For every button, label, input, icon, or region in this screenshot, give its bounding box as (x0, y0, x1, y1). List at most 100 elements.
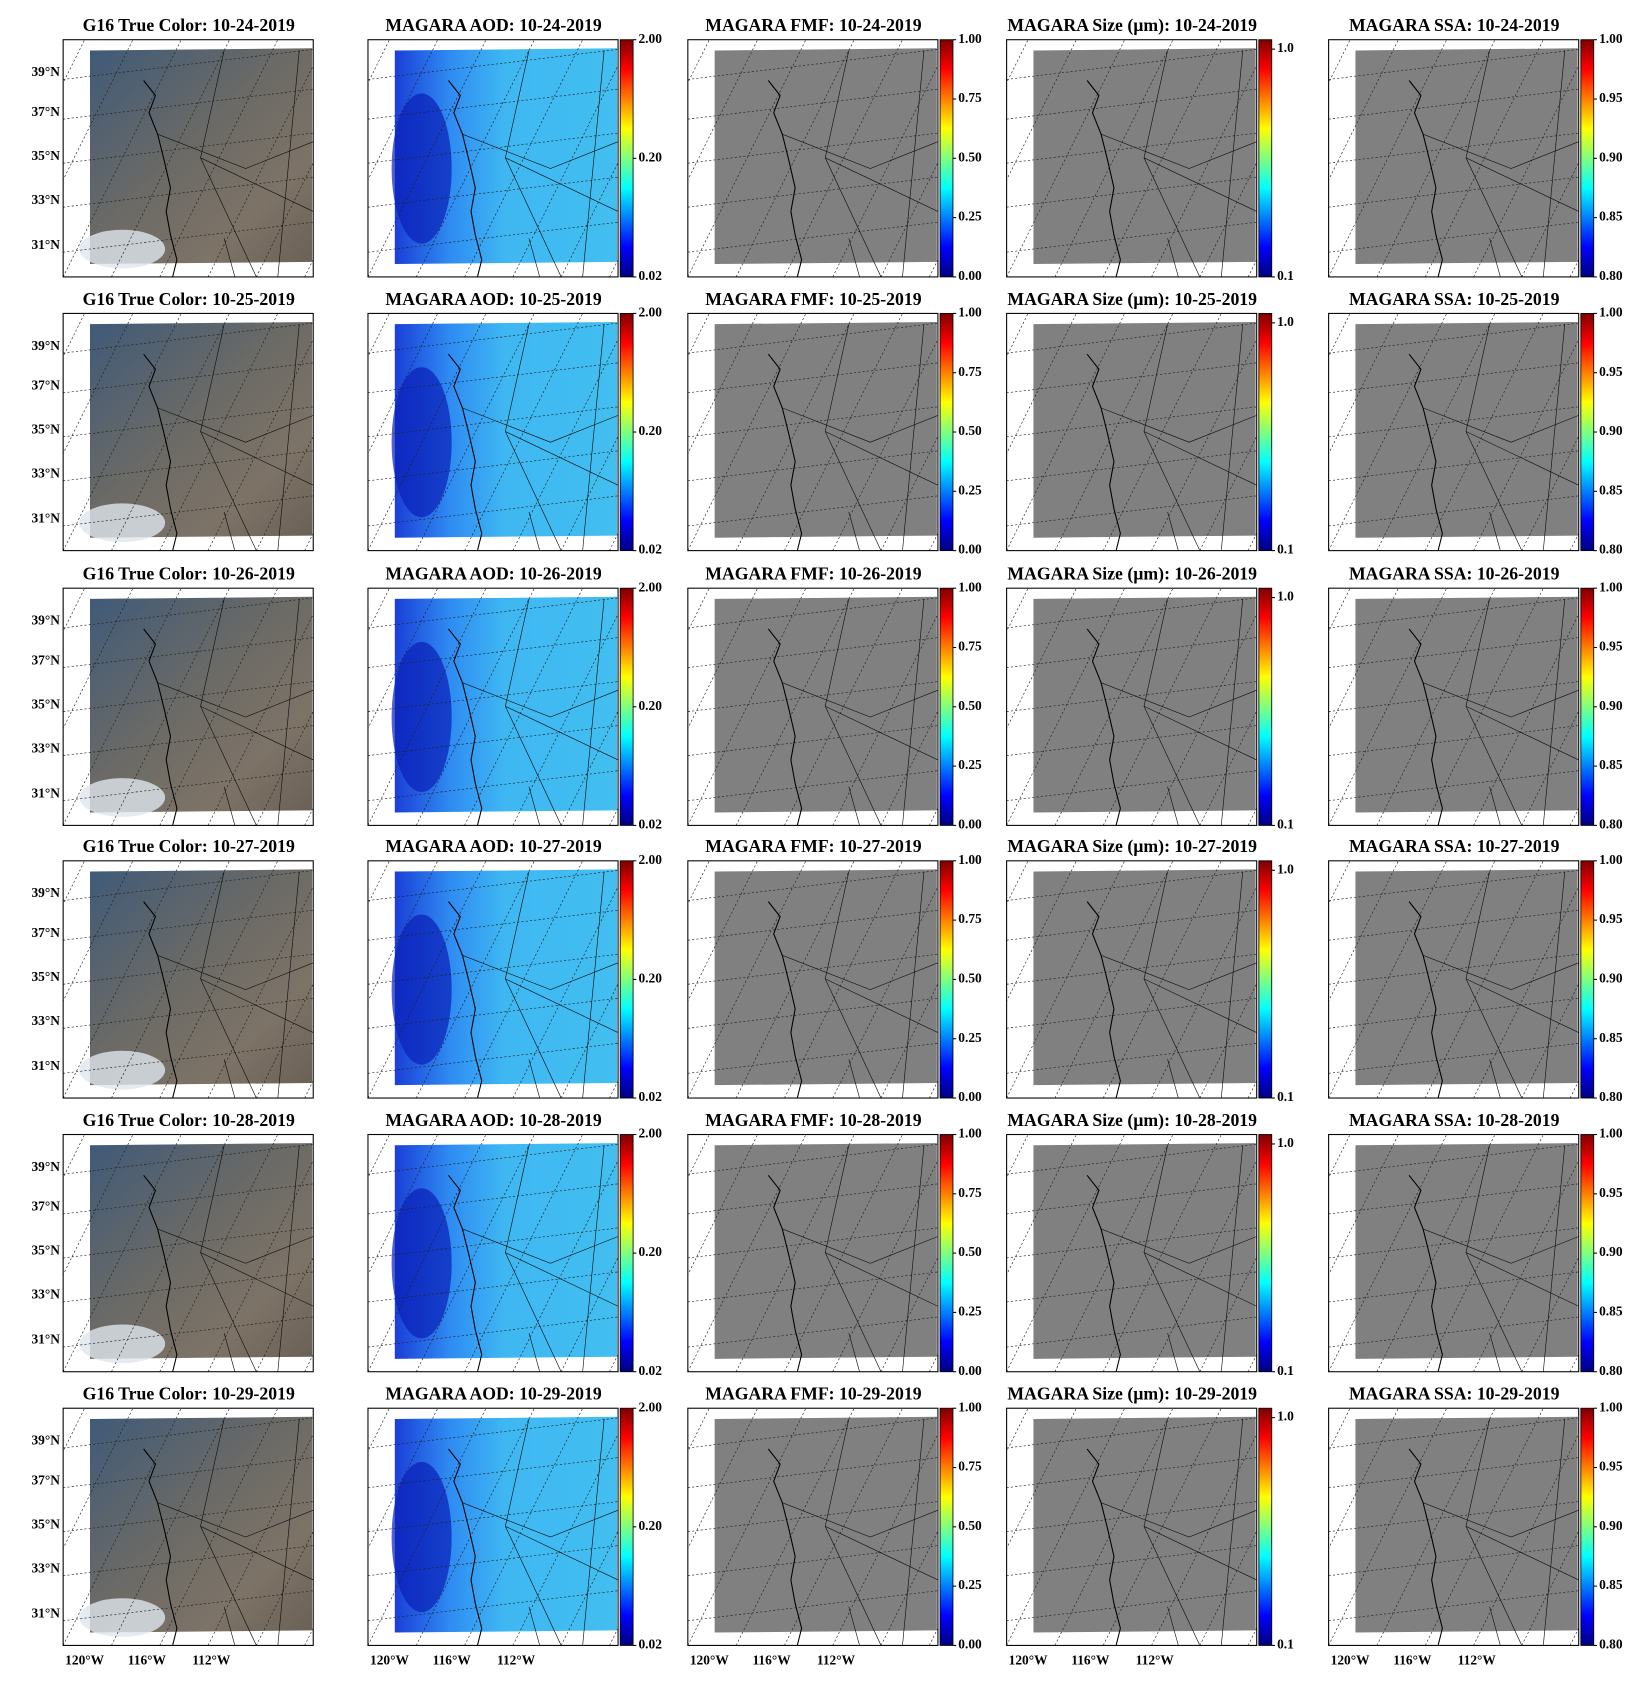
graticule-parallel (1328, 1227, 1579, 1259)
graticule-meridian (784, 588, 903, 826)
colorbar (1258, 39, 1273, 278)
state-border (782, 682, 938, 718)
state-border (528, 1606, 541, 1646)
state-border (1465, 157, 1579, 212)
graticule-meridian (880, 435, 938, 551)
graticule-parallel (63, 1042, 314, 1074)
panel-title: G16 True Color: 10-29-2019 (83, 1384, 295, 1404)
colorbar-tick-label: 0.75 (958, 1185, 982, 1200)
state-border (902, 324, 925, 551)
graticule-parallel (687, 909, 938, 941)
colorbar (1258, 1407, 1273, 1646)
state-border (1100, 954, 1257, 990)
latitude-label: 35°N (31, 969, 60, 984)
graticule-meridian (1102, 1134, 1222, 1372)
graticule-parallel (63, 770, 314, 802)
graticule-parallel (1328, 88, 1579, 120)
colorbar-tick-label: 0.90 (1599, 1244, 1623, 1259)
graticule-meridian (63, 860, 134, 1002)
graticule-meridian (784, 313, 903, 551)
state-border (200, 978, 314, 1033)
colorbar-tick-label: 2.00 (638, 304, 662, 319)
state-border (528, 786, 541, 826)
graticule-parallel (1328, 1271, 1579, 1303)
graticule-meridian (415, 860, 535, 1099)
colorbar-tick-label: 0.20 (638, 1244, 662, 1259)
graticule-parallel (63, 870, 314, 901)
coastline (1408, 901, 1443, 1099)
graticule-meridian (1102, 860, 1222, 1099)
panel-title: MAGARA FMF: 10-28-2019 (705, 1110, 921, 1130)
state-border (200, 1526, 314, 1581)
graticule-parallel (687, 1183, 938, 1215)
state-border (825, 978, 938, 1033)
coastline (1408, 80, 1443, 277)
panel-frame (687, 1407, 939, 1646)
longitude-label: 120°W (690, 1653, 729, 1668)
graticule-meridian (1151, 64, 1257, 277)
graticule-parallel (367, 132, 619, 164)
state-border (157, 954, 314, 990)
longitude-label: 112°W (192, 1653, 231, 1668)
graticule-meridian (464, 313, 583, 551)
graticule-parallel (687, 132, 938, 164)
state-border (1422, 1228, 1579, 1264)
colorbar (1580, 587, 1595, 826)
colorbar (1580, 312, 1595, 552)
state-border (528, 511, 541, 551)
graticule-parallel (1006, 1457, 1257, 1488)
state-border (1100, 682, 1257, 718)
graticule-meridian (63, 588, 182, 826)
panel-title: MAGARA AOD: 10-27-2019 (385, 836, 602, 856)
state-border (1542, 1145, 1566, 1372)
map-panel (687, 860, 938, 1099)
colorbar-tick-label: 0.02 (638, 268, 662, 283)
coastline (448, 1448, 483, 1646)
graticule-parallel (63, 49, 314, 80)
graticule-parallel (367, 176, 619, 208)
colorbar (1258, 312, 1273, 552)
graticule-parallel (1328, 450, 1579, 482)
map-panel (367, 313, 619, 551)
colorbar-tick-label: 1.00 (1599, 304, 1623, 319)
panel-title: MAGARA Size (µm): 10-25-2019 (1007, 289, 1257, 309)
latitude-label: 39°N (31, 338, 60, 353)
graticule-parallel (687, 870, 938, 901)
graticule-parallel (687, 770, 938, 802)
state-border (1143, 705, 1257, 761)
colorbar-tick-label: 0.25 (958, 1030, 982, 1045)
colorbar (939, 1134, 954, 1373)
graticule-parallel (63, 450, 314, 482)
map-panel (1328, 39, 1579, 277)
colorbar-tick-label: 0.00 (958, 816, 982, 831)
panel-frame (1006, 587, 1258, 826)
panel-frame (62, 312, 314, 552)
cloud (79, 229, 166, 269)
colorbar-tick-label: 0.95 (1599, 364, 1623, 379)
colorbar-tick-label: 0.20 (638, 698, 662, 713)
graticule-parallel (1328, 1183, 1579, 1215)
graticule-meridian (880, 161, 938, 277)
state-border (902, 1145, 925, 1372)
graticule-parallel (687, 221, 938, 253)
graticule-parallel (63, 997, 314, 1029)
panel-frame (1006, 312, 1258, 552)
graticule-parallel (1328, 406, 1579, 438)
colorbar-tick-label: 0.50 (958, 698, 982, 713)
graticule-meridian (367, 39, 439, 181)
state-border (1167, 1059, 1179, 1099)
graticule-meridian (1473, 613, 1579, 826)
panel-title: G16 True Color: 10-28-2019 (83, 1110, 295, 1130)
colorbar-tick-label: 0.00 (958, 1363, 982, 1378)
colorbar-tick-label: 0.90 (1599, 1518, 1623, 1533)
colorbar-tick-label: 0.02 (638, 1363, 662, 1378)
graticule-parallel (1006, 49, 1257, 80)
state-border (1465, 705, 1579, 761)
graticule-meridian (159, 1408, 279, 1646)
colorbar-tick-label: 0.75 (958, 364, 982, 379)
state-border (1167, 1606, 1179, 1646)
graticule-parallel (367, 1183, 619, 1215)
graticule-parallel (1006, 997, 1257, 1029)
longitude-label: 112°W (497, 1653, 536, 1668)
graticule-meridian (1054, 860, 1174, 1099)
